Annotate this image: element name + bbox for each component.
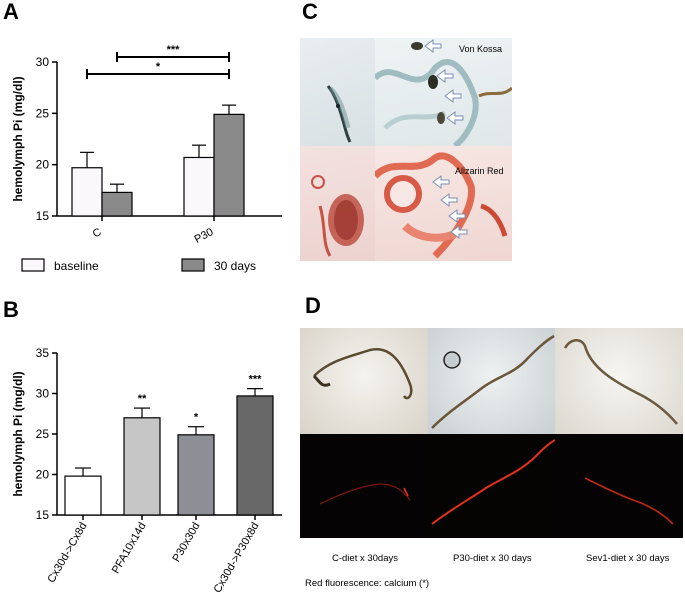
significance-label: *: [194, 412, 199, 424]
significance-label: ***: [249, 374, 263, 386]
y-tick-label: 30: [36, 387, 50, 401]
c-diet-fluorescence-image: [300, 434, 428, 538]
bar-baseline-C: [71, 167, 103, 217]
panel-b-letter: B: [3, 297, 19, 322]
bar-Cx30d->P30x8d: [236, 395, 274, 516]
x-tick-label: Cx30d->Cx8d: [45, 521, 89, 586]
legend-label: baseline: [54, 259, 99, 273]
significance-label: *: [156, 61, 161, 73]
von-kossa-label: Von Kossa: [459, 44, 503, 54]
y-tick-label: 15: [36, 508, 50, 522]
alizarin-red-label: Alizarin Red: [455, 166, 504, 176]
y-tick-label: 20: [36, 468, 50, 482]
sev1-diet-brightfield-image: [555, 328, 683, 434]
legend-swatch: [181, 258, 205, 272]
p30-diet-caption: P30-diet x 30 days: [453, 553, 532, 564]
von-kossa-low-mag-image: [300, 38, 375, 146]
c-diet-brightfield-image: [300, 328, 428, 434]
y-tick-label: 20: [36, 158, 50, 172]
legend-swatch: [21, 258, 45, 272]
panel-c-letter: C: [302, 0, 318, 24]
y-axis-label: hemolymph Pi (mg/dl): [11, 371, 25, 496]
alizarin-high-mag-image: Alizarin Red: [375, 146, 512, 261]
x-tick-label: P30x30d: [170, 521, 202, 565]
von-kossa-high-mag-image: Von Kossa: [375, 38, 512, 146]
x-tick-label: C: [91, 226, 104, 240]
y-tick-label: 25: [36, 427, 50, 441]
chart-b: 15 20 25 30 35 hemolymph Pi (mg/dl) Cx30d->Cx8…: [11, 346, 282, 594]
bar-PFA10x14d: [123, 417, 161, 516]
p30-diet-brightfield-image: [428, 328, 555, 434]
y-tick-label: 30: [36, 55, 50, 69]
significance-label: ***: [167, 44, 181, 56]
x-tick-label: P30: [192, 226, 215, 246]
y-tick-label: 15: [36, 209, 50, 223]
alizarin-low-mag-image: [300, 146, 375, 261]
y-axis-label: hemolymph Pi (mg/dl): [11, 76, 25, 201]
bar-30-days-P30: [213, 113, 245, 217]
panel-a-letter: A: [3, 0, 19, 24]
panel-d-letter: D: [305, 293, 321, 318]
x-tick-label: PFA10x14d: [110, 521, 149, 576]
y-tick-label: 25: [36, 106, 50, 120]
sev1-diet-fluorescence-image: [555, 434, 683, 538]
fluorescence-footnote: Red fluorescence: calcium (*): [305, 578, 430, 589]
c-diet-caption: C-diet x 30days: [332, 553, 399, 564]
legend-label: 30 days: [214, 259, 256, 273]
bar-Cx30d->Cx8d: [64, 475, 102, 516]
y-tick-label: 35: [36, 346, 50, 360]
bar-P30x30d: [177, 434, 215, 516]
bar-30-days-C: [101, 191, 133, 217]
bar-baseline-P30: [183, 156, 215, 217]
p30-diet-fluorescence-image: [428, 434, 555, 538]
x-tick-label: Cx30d->P30x8d: [212, 521, 262, 594]
sev1-diet-caption: Sev1-diet x 30 days: [586, 553, 670, 564]
significance-label: **: [138, 393, 147, 405]
